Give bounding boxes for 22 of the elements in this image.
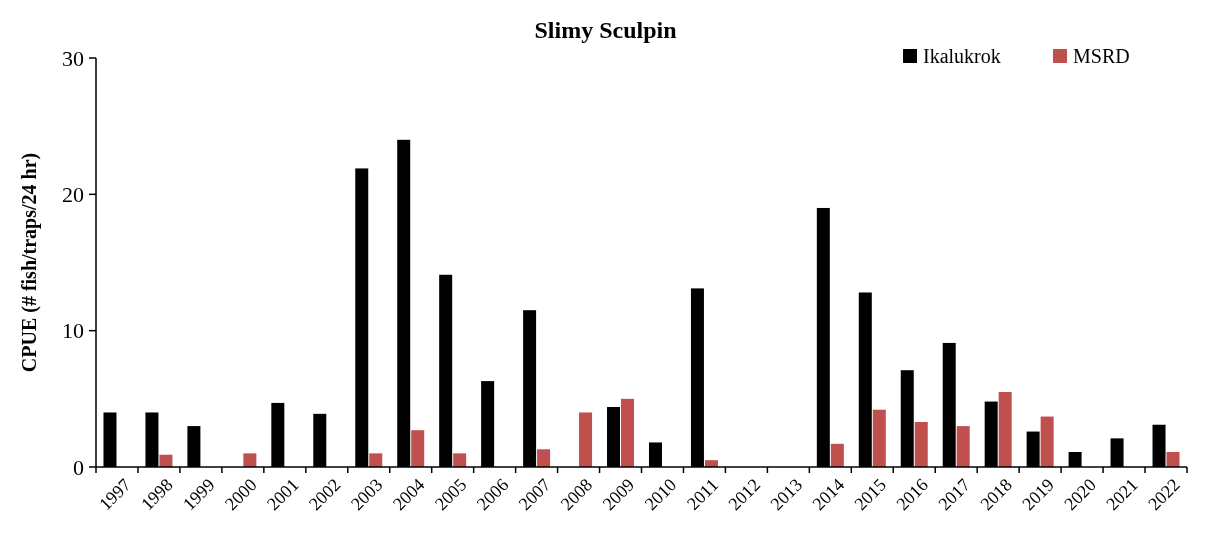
y-tick-label: 10 xyxy=(62,318,84,344)
bar xyxy=(830,443,844,467)
bar xyxy=(369,453,383,467)
bar xyxy=(243,453,257,467)
y-tick-label: 0 xyxy=(73,454,84,480)
bar xyxy=(998,392,1012,467)
legend-label: MSRD xyxy=(1073,45,1130,67)
chart-title: Slimy Sculpin xyxy=(534,17,677,43)
y-tick-label: 20 xyxy=(62,182,84,208)
bar xyxy=(1166,452,1180,467)
bar xyxy=(579,412,593,467)
legend-label: Ikalukrok xyxy=(923,45,1001,67)
y-tick-label: 30 xyxy=(62,45,84,71)
bar xyxy=(411,430,425,467)
bar xyxy=(453,453,467,467)
bar xyxy=(537,449,551,467)
bar xyxy=(872,409,886,467)
bar xyxy=(621,398,635,467)
bar xyxy=(956,426,970,467)
y-axis-title: CPUE (# fish/traps/24 hr) xyxy=(18,152,41,373)
bar xyxy=(1040,416,1054,467)
bar xyxy=(914,422,928,467)
